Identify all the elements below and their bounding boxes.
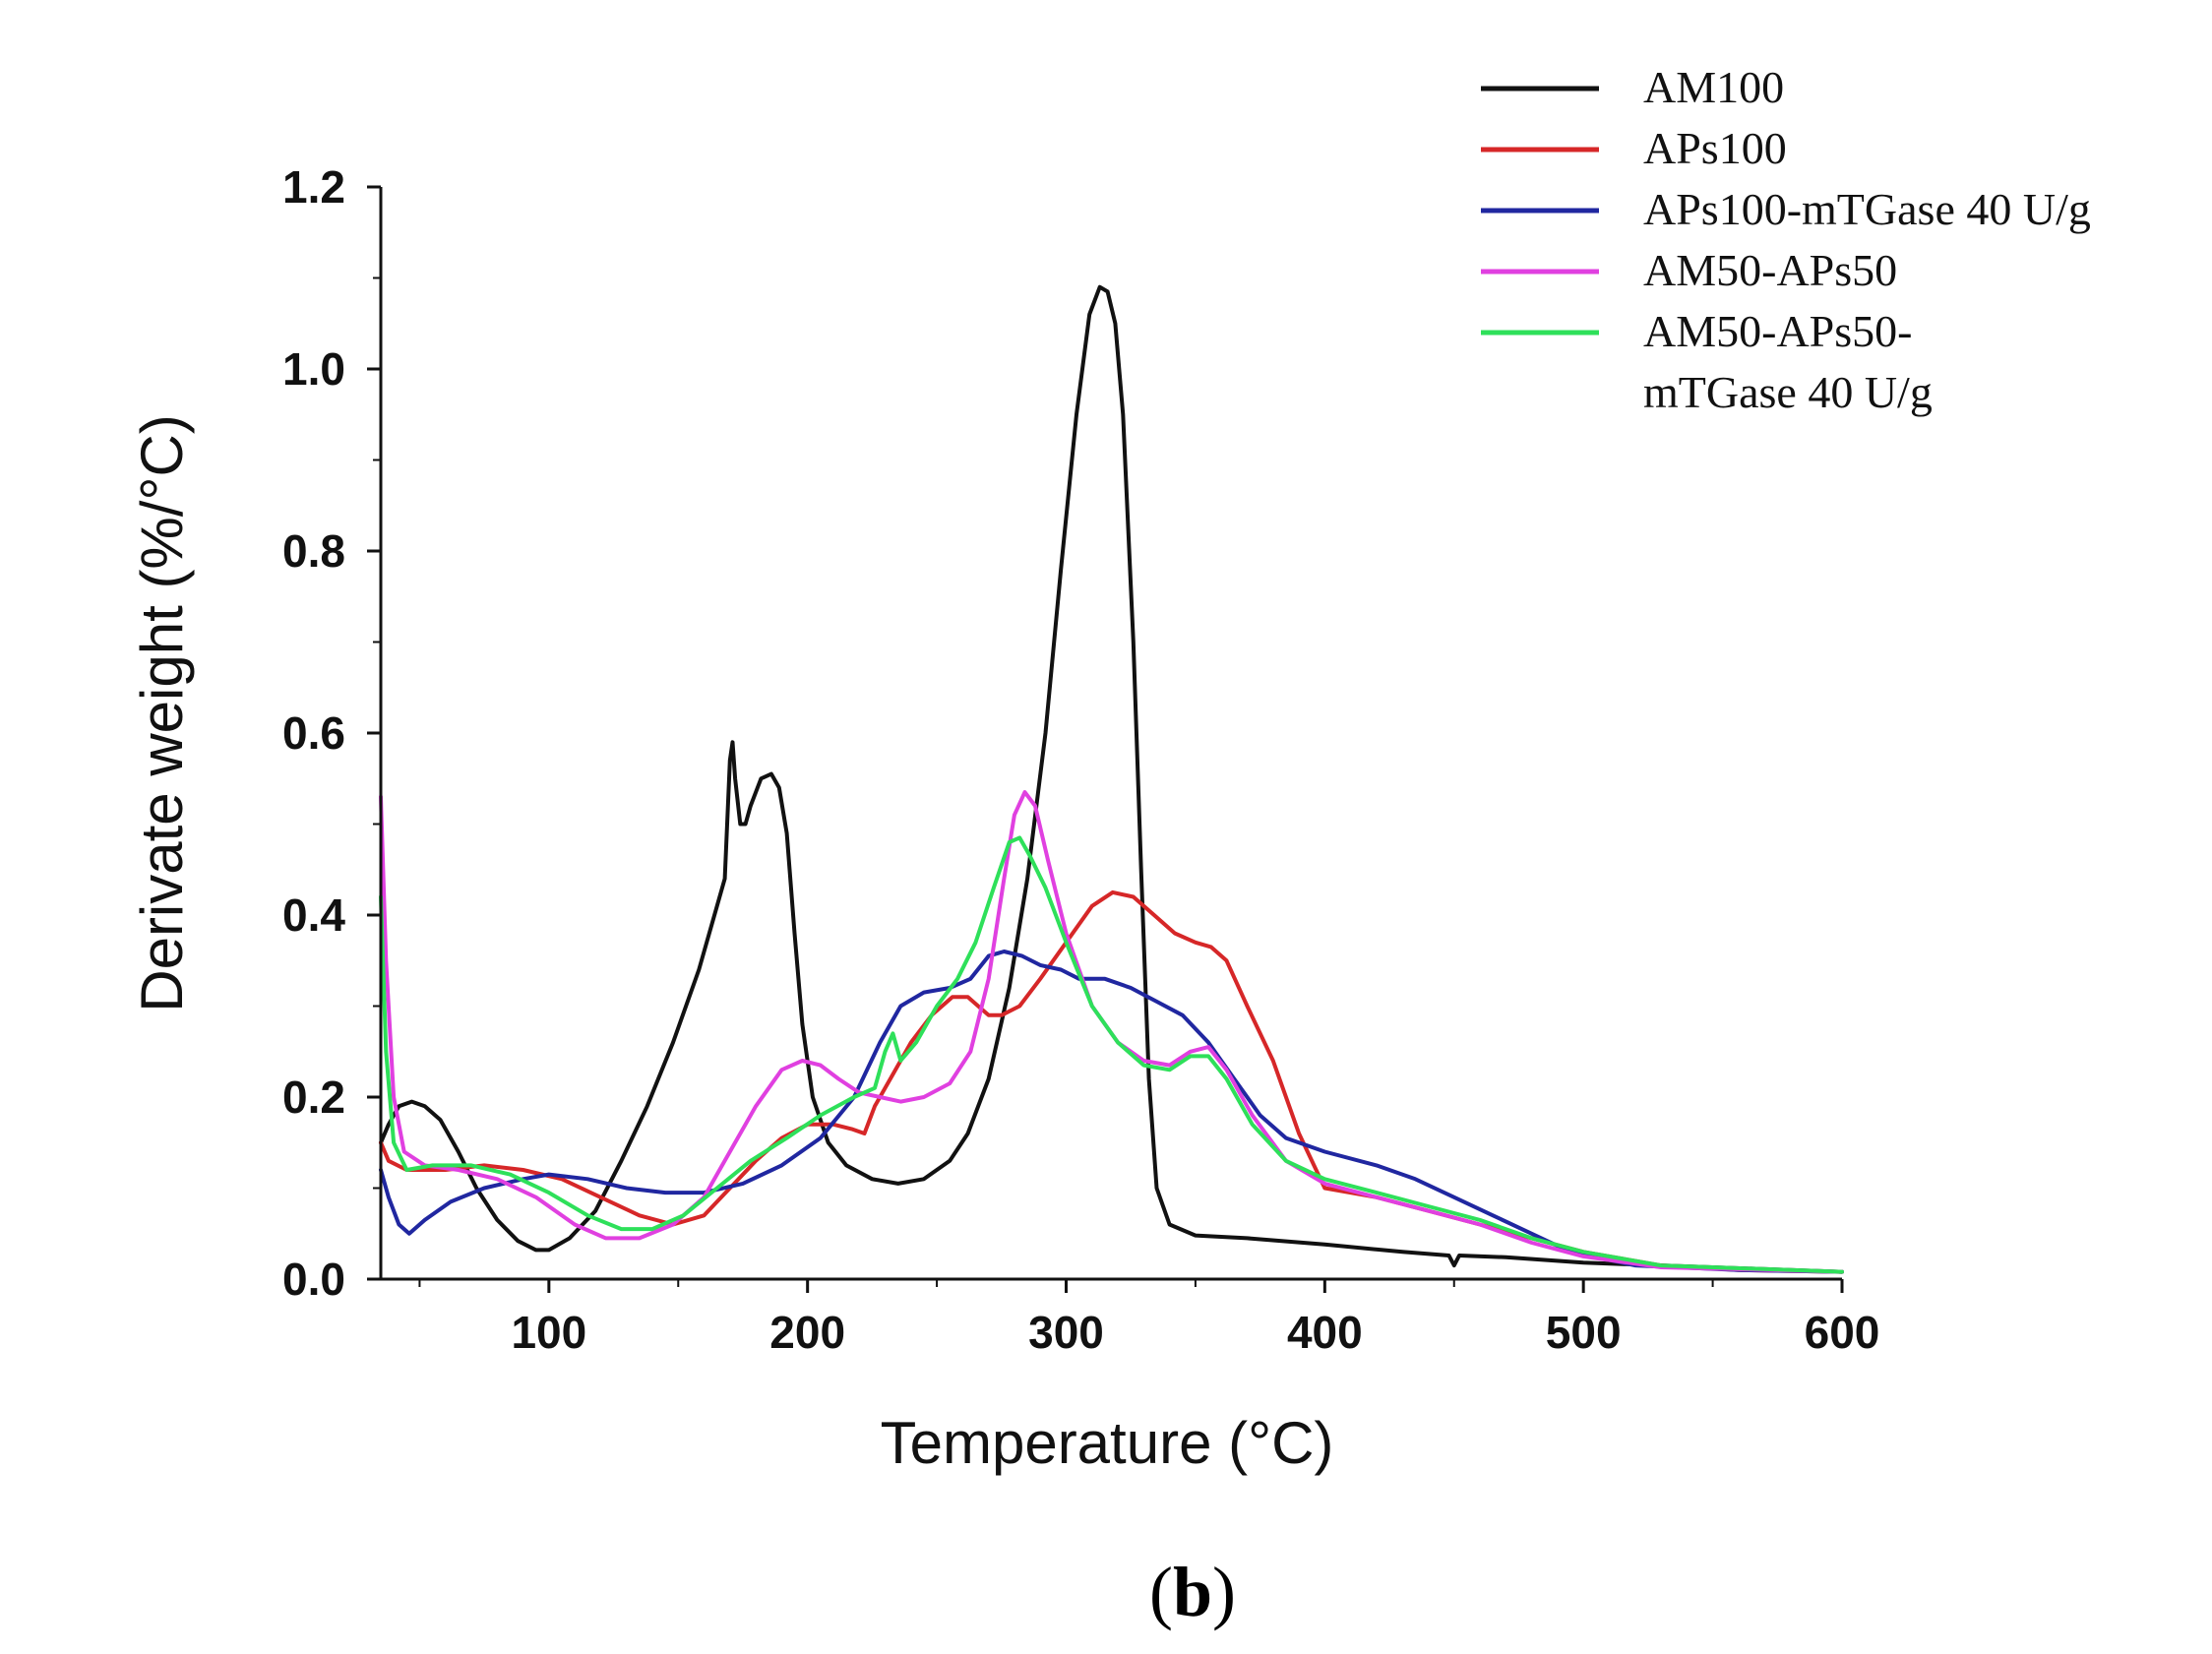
series-line-1 xyxy=(379,284,1844,1274)
y-tick-label: 0.8 xyxy=(282,525,345,577)
x-axis-title: Temperature (°C) xyxy=(881,1410,1334,1476)
y-tick-label: 0.2 xyxy=(282,1072,345,1123)
legend-label-4: AM50-APs50 xyxy=(1643,245,1897,295)
x-tick-label: 400 xyxy=(1287,1307,1363,1358)
y-tick-label: 1.0 xyxy=(282,343,345,395)
y-tick-label: 0.6 xyxy=(282,707,345,759)
legend-label-1: AM100 xyxy=(1643,62,1784,112)
panel-label: (b) xyxy=(1149,1553,1236,1631)
series-line-5 xyxy=(379,835,1844,1274)
series-line-2 xyxy=(379,889,1844,1274)
x-tick-label: 500 xyxy=(1546,1307,1622,1358)
panel-label-open: ( xyxy=(1149,1553,1173,1631)
panel-label-close: ) xyxy=(1212,1553,1236,1631)
x-tick-label: 600 xyxy=(1805,1307,1880,1358)
x-tick-label: 300 xyxy=(1028,1307,1104,1358)
legend-label-5: AM50-APs50- xyxy=(1643,306,1912,356)
plot-area xyxy=(379,284,1844,1274)
y-tick-label: 0.4 xyxy=(282,889,345,941)
y-axis-title: Derivate weight (%/°C) xyxy=(129,414,195,1012)
legend: AM100 APs100 APs100-mTGase 40 U/g AM50-APs5… xyxy=(1481,62,2091,417)
y-tick-label: 0.0 xyxy=(282,1254,345,1305)
panel-label-letter: b xyxy=(1173,1553,1212,1631)
series-line-3 xyxy=(379,950,1844,1274)
legend-label-5: mTGase 40 U/g xyxy=(1643,367,1933,417)
y-tick-label: 1.2 xyxy=(282,161,345,213)
x-tick-label: 100 xyxy=(511,1307,586,1358)
x-tick-label: 200 xyxy=(769,1307,845,1358)
legend-label-3: APs100-mTGase 40 U/g xyxy=(1643,184,2091,234)
axes: 100 200 300 400 500 600 0.0 0.2 0.4 0.6 0.8 1.0 1.2 xyxy=(282,161,1879,1358)
legend-label-2: APs100 xyxy=(1643,123,1787,173)
